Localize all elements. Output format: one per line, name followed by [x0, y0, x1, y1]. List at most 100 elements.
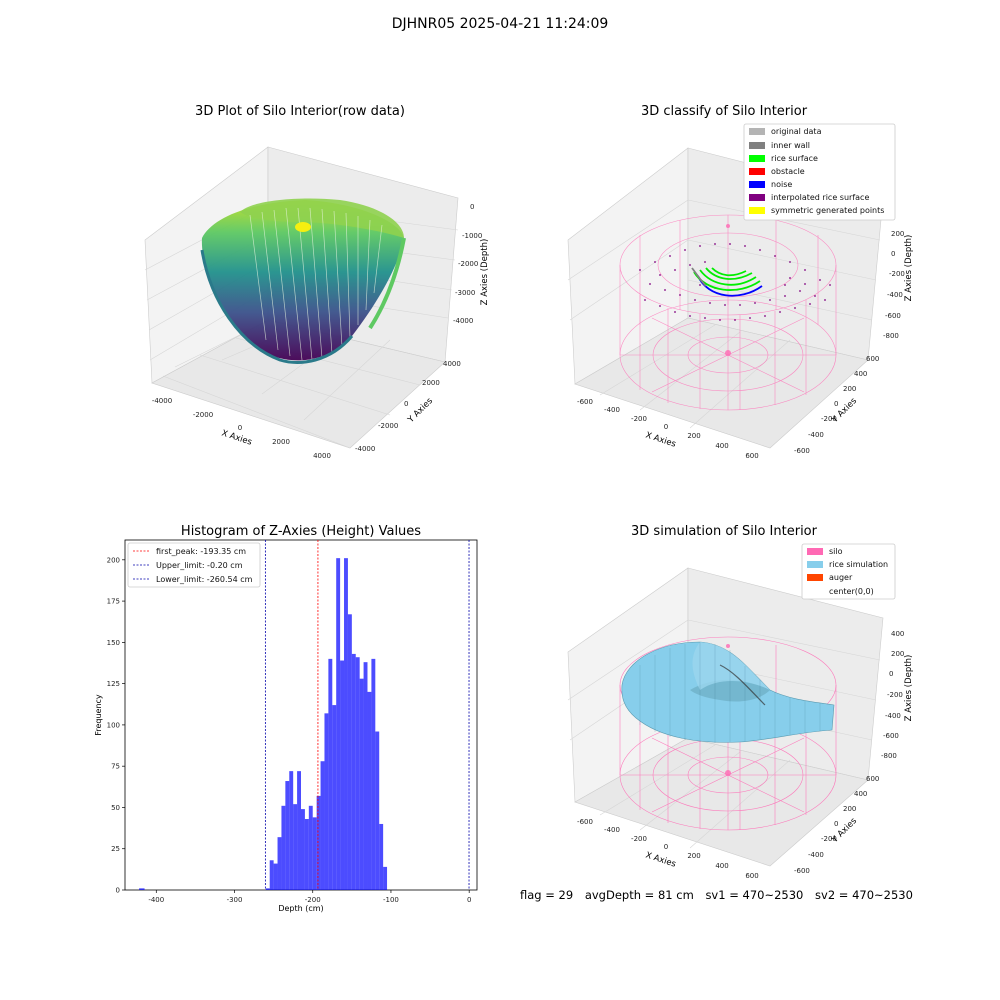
histogram-bar	[351, 653, 356, 890]
p4-xtick: -200	[631, 835, 647, 843]
histogram-xlabel: Depth (cm)	[278, 904, 323, 913]
sv1-value: sv1 = 470~2530	[705, 888, 804, 902]
p1-zlabel: Z Axies (Depth)	[480, 239, 490, 306]
histogram-chart: -400 -300 -200 -100 0 0 25 50 75 100 125 150 175 200…	[94, 539, 478, 913]
rice-surface-points	[691, 267, 763, 297]
sv2-value: sv2 = 470~2530	[815, 888, 913, 902]
x-tick-label: -100	[383, 896, 399, 904]
p4-ytick: 0	[834, 820, 838, 828]
histogram-bar	[139, 888, 145, 890]
p4-xtick: 0	[664, 843, 668, 851]
histogram-title: Histogram of Z-Axies (Height) Values	[180, 524, 422, 539]
legend-label: inner wall	[771, 141, 810, 150]
histogram-bar	[285, 781, 290, 890]
y-tick-label: 175	[107, 598, 120, 606]
p4-ztick: 400	[891, 630, 904, 638]
x-tick-label: -400	[148, 896, 164, 904]
yellow-cluster	[295, 222, 311, 232]
legend-label: first_peak: -193.35 cm	[156, 547, 246, 556]
p2-xtick: -600	[577, 398, 593, 406]
y-tick-label: 150	[107, 639, 120, 647]
p1-xtick: -4000	[152, 397, 172, 405]
histogram-bar	[293, 804, 298, 890]
p2-ztick: 200	[891, 230, 904, 238]
p4-xlabel: X Axies	[644, 850, 677, 869]
histogram-bar	[308, 805, 313, 890]
p1-ytick: -4000	[355, 445, 375, 453]
histogram-bar	[328, 658, 333, 890]
histogram-bar	[304, 819, 309, 890]
p4-xtick: 200	[687, 852, 700, 860]
histogram-bar	[332, 705, 337, 890]
p4-zlabel: Z Axies (Depth)	[904, 655, 914, 722]
legend-label: rice surface	[771, 154, 818, 163]
p1-ytick: 2000	[422, 379, 440, 387]
p4-ztick: -200	[887, 691, 903, 699]
legend-label: interpolated rice surface	[771, 193, 869, 202]
y-tick-label: 75	[111, 763, 120, 771]
p2-ytick: 600	[866, 355, 879, 363]
p2-xtick: 0	[664, 423, 668, 431]
histogram-bar	[312, 817, 317, 890]
p1-ztick: 0	[470, 203, 474, 211]
legend-label: rice simulation	[829, 560, 888, 569]
p2-ytick: 0	[834, 400, 838, 408]
histogram-bar	[277, 837, 282, 890]
histogram-bar	[289, 771, 294, 890]
rice-simulation-surface	[621, 641, 835, 743]
p2-ztick: -200	[889, 270, 905, 278]
p4-ztick: -800	[881, 752, 897, 760]
p4-xtick: -400	[604, 826, 620, 834]
legend-label: Lower_limit: -260.54 cm	[156, 575, 253, 584]
p2-ztick: -600	[885, 312, 901, 320]
p4-ytick: 200	[843, 805, 856, 813]
p4-ytick: -200	[821, 835, 837, 843]
x-tick-label: -200	[305, 896, 321, 904]
panel2-legend: original data inner wall rice surface ob…	[743, 123, 896, 221]
p2-xlabel: X Axies	[644, 430, 677, 449]
histogram-bar	[344, 558, 348, 890]
p1-xtick: 4000	[313, 452, 331, 460]
panel1-title: 3D Plot of Silo Interior(row data)	[195, 104, 405, 119]
panel4-title: 3D simulation of Silo Interior	[631, 524, 817, 539]
raw-point-bowl	[200, 198, 406, 364]
p2-xtick: -400	[604, 406, 620, 414]
p1-ztick: -3000	[455, 289, 475, 297]
interpolated-points	[639, 243, 831, 321]
p2-xtick: 200	[687, 432, 700, 440]
avg-depth-value: avgDepth = 81 cm	[584, 888, 694, 902]
flag-value: flag = 29	[520, 888, 574, 902]
histogram-bar	[355, 657, 360, 890]
legend-label: center(0,0)	[829, 587, 874, 596]
y-tick-label: 100	[107, 721, 120, 729]
histogram-bar	[371, 658, 376, 890]
histogram-bar	[273, 863, 278, 890]
histogram-bar	[336, 558, 341, 890]
legend-label: silo	[829, 547, 843, 556]
y-tick-label: 25	[111, 845, 120, 853]
histogram-legend: first_peak: -193.35 cm Upper_limit: -0.2…	[127, 542, 261, 588]
p4-ztick: -400	[885, 712, 901, 720]
legend-label: symmetric generated points	[771, 206, 884, 215]
p4-ytick: -600	[794, 867, 810, 875]
histogram-ylabel: Frequency	[94, 694, 103, 736]
y-tick-label: 0	[116, 887, 120, 895]
p4-ztick: 200	[891, 650, 904, 658]
p2-ytick: 400	[854, 370, 867, 378]
p2-xtick: 400	[715, 442, 728, 450]
histogram-bar	[375, 731, 380, 890]
legend-label: Upper_limit: -0.20 cm	[156, 561, 243, 570]
histogram-bar	[301, 809, 305, 890]
p2-ztick: -400	[887, 291, 903, 299]
histogram-bar	[265, 888, 270, 890]
p2-xtick: -200	[631, 415, 647, 423]
p2-ytick: -400	[808, 431, 824, 439]
p4-ytick: -400	[808, 851, 824, 859]
histogram-bar	[347, 614, 352, 890]
p1-ytick: 4000	[443, 360, 461, 368]
histogram-bar	[320, 761, 325, 890]
p2-ytick: -200	[821, 415, 837, 423]
p1-xtick: 0	[238, 424, 242, 432]
histogram-bar	[383, 866, 388, 890]
panel2-3d-plot: original data inner wall rice surface ob…	[567, 123, 914, 460]
